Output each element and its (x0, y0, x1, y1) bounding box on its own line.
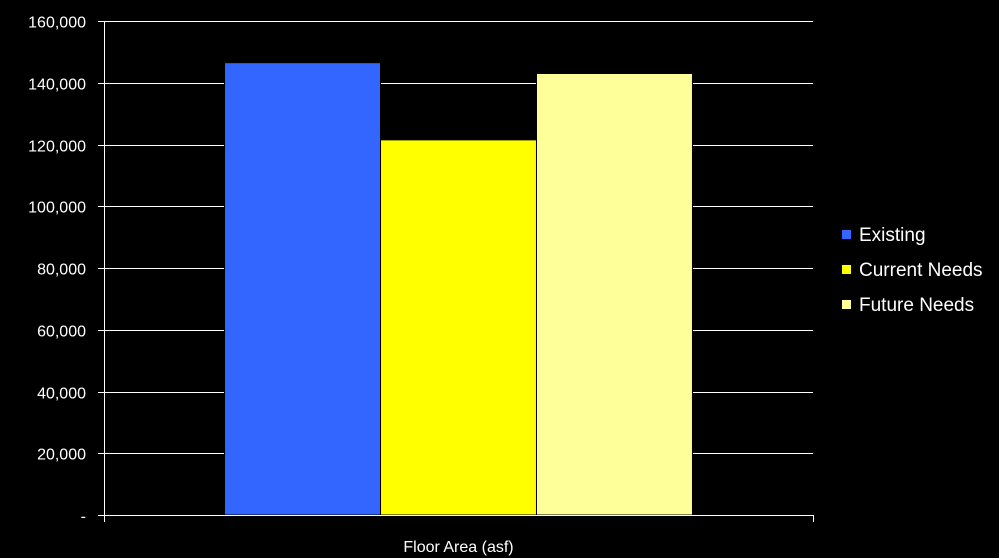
legend-swatch (842, 300, 851, 309)
legend-swatch (842, 230, 851, 239)
y-tick-label: 100,000 (28, 200, 86, 217)
legend-label: Current Needs (859, 260, 983, 281)
y-tick-label: 40,000 (37, 386, 86, 403)
y-tick-label: - (81, 509, 86, 526)
legend: Existing Current Needs Future Needs (842, 225, 983, 316)
legend-swatch (842, 265, 851, 274)
y-tick-label: 20,000 (37, 447, 86, 464)
y-tick-label: 60,000 (37, 324, 86, 341)
y-tick-label: 120,000 (28, 139, 86, 156)
bar-current-needs (380, 139, 537, 516)
x-tick-labels: Floor Area (asf) (403, 539, 513, 556)
bars (224, 62, 693, 516)
y-tick-label: 80,000 (37, 262, 86, 279)
y-tick-labels: - 20,000 40,000 60,000 80,000 100,000 120,000 1… (28, 15, 86, 526)
axes (98, 21, 814, 522)
y-tick-label: 160,000 (28, 15, 86, 32)
legend-label: Existing (859, 225, 926, 246)
legend-label: Future Needs (859, 295, 974, 316)
bar-existing (224, 62, 382, 516)
y-tick-label: 140,000 (28, 77, 86, 94)
bar-future-needs (535, 72, 693, 516)
x-tick-label: Floor Area (asf) (403, 539, 513, 556)
